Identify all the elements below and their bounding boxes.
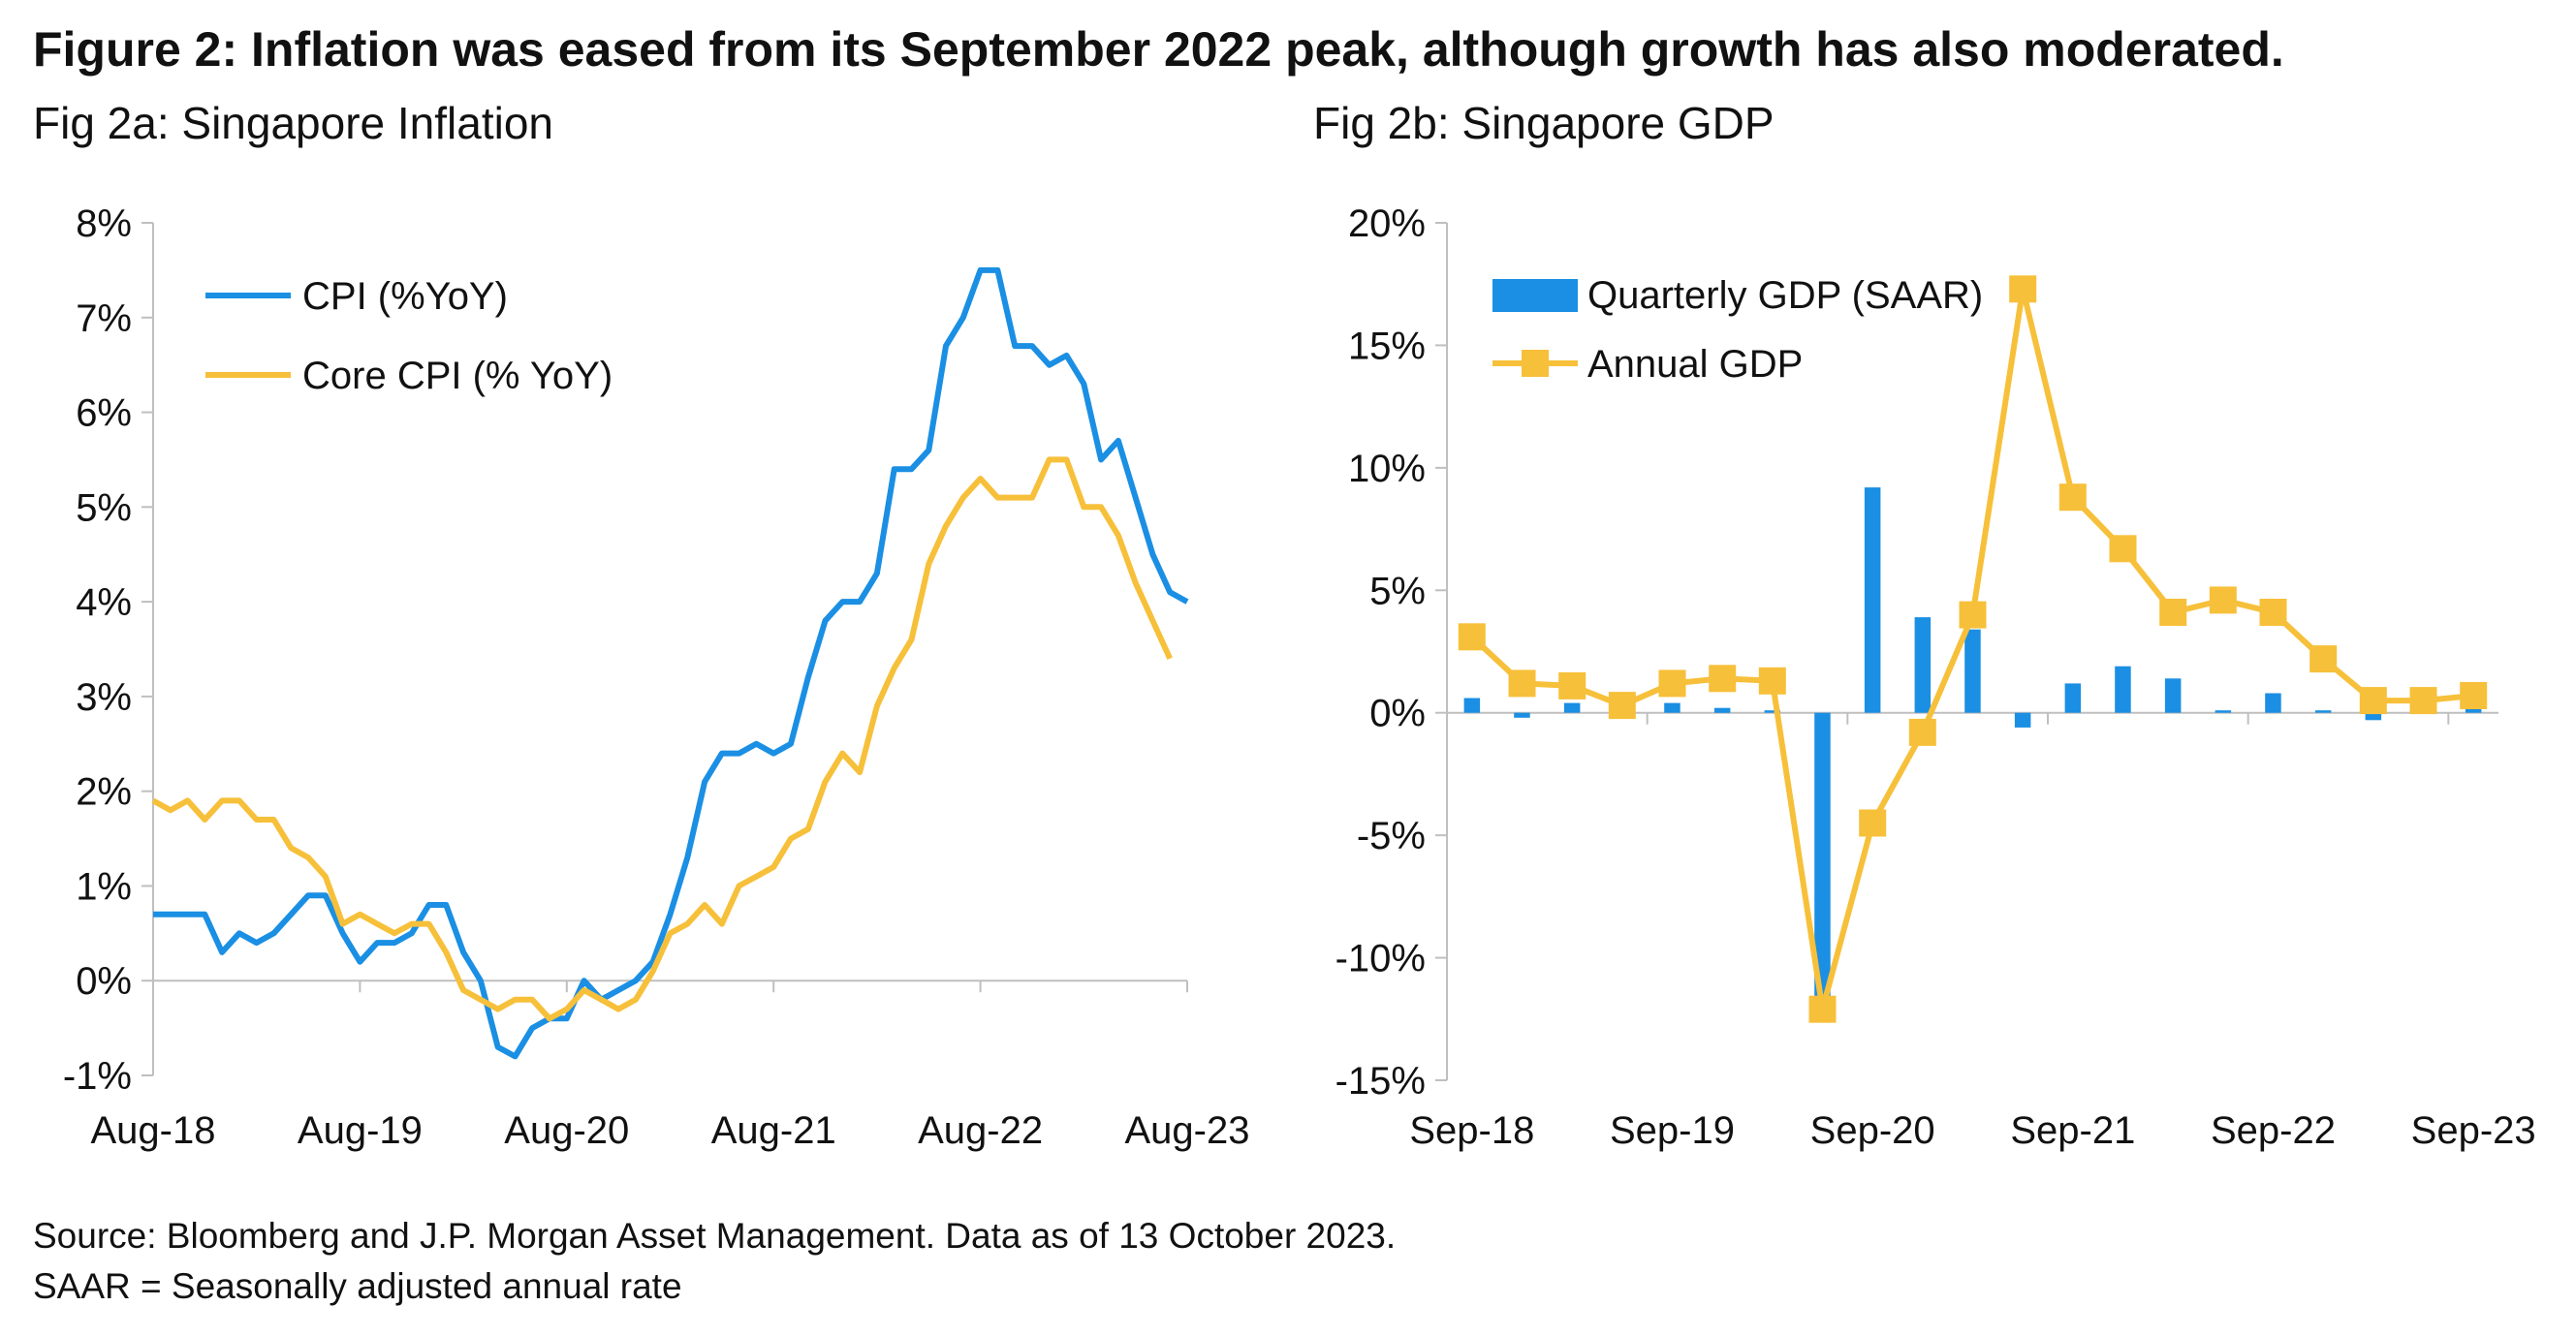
quarterly-gdp-bar — [2365, 712, 2382, 721]
annual-gdp-marker — [1859, 809, 1887, 837]
quarterly-gdp-bar — [1764, 710, 1781, 713]
annual-gdp-marker — [2159, 599, 2187, 626]
quarterly-gdp-bar — [1664, 702, 1681, 713]
x-tick-label: Sep-19 — [1610, 1109, 1735, 1152]
y-tick-label: 5% — [1369, 570, 1426, 612]
y-tick-label: 20% — [1348, 202, 1426, 245]
gdp-axes: 20% 15% 10% 5% 0% -5% -10% -15% Sep-18 Sep-19 Sep-… — [1335, 202, 2536, 1152]
y-tick-label: -5% — [1357, 815, 1426, 857]
source-footnote: Source: Bloomberg and J.P. Morgan Asset … — [33, 1216, 1397, 1256]
annual-gdp-marker — [2359, 687, 2387, 715]
inflation-axes: 8% 7% 6% 5% 4% 3% 2% 1% 0% -1% Aug-18 Aug-19 Aug-20 A… — [63, 202, 1250, 1152]
x-tick-label: Aug-20 — [504, 1109, 629, 1152]
legend-label-annual-gdp: Annual GDP — [1587, 343, 1803, 386]
y-tick-label: -10% — [1335, 938, 1426, 980]
quarterly-gdp-bar — [1864, 487, 1881, 713]
y-tick-label: 1% — [76, 865, 132, 908]
y-tick-label: 5% — [76, 486, 132, 529]
annual-gdp-marker — [2009, 275, 2037, 303]
x-tick-label: Aug-19 — [298, 1109, 423, 1152]
quarterly-gdp-bar — [1514, 712, 1530, 718]
chart-a-title: Fig 2a: Singapore Inflation — [33, 98, 554, 148]
quarterly-gdp-bar — [2064, 683, 2082, 713]
y-tick-label: 4% — [76, 581, 132, 624]
annual-gdp-marker — [1959, 601, 1987, 629]
y-tick-label: 10% — [1348, 448, 1426, 490]
quarterly-gdp-bar — [2265, 693, 2281, 713]
quarterly-gdp-bar — [2314, 710, 2332, 713]
y-tick-label: -1% — [63, 1055, 132, 1098]
annual-gdp-marker — [2460, 682, 2488, 709]
inflation-legend: CPI (%YoY) Core CPI (% YoY) — [205, 275, 613, 397]
annual-gdp-marker — [1658, 669, 1686, 698]
annual-gdp-marker — [1908, 718, 1936, 746]
quarterly-gdp-bar — [2115, 666, 2131, 713]
annual-gdp-marker — [2109, 535, 2137, 563]
y-tick-label: 3% — [76, 676, 132, 719]
quarterly-gdp-bar — [2014, 712, 2031, 728]
y-tick-label: 0% — [1369, 693, 1426, 735]
y-tick-label: 15% — [1348, 325, 1426, 367]
x-tick-label: Sep-23 — [2411, 1109, 2536, 1152]
legend-label-core-cpi-line: Core CPI (% YoY) — [302, 355, 613, 397]
quarterly-gdp-bar — [1914, 617, 1932, 713]
annual-gdp-marker — [2058, 483, 2087, 512]
gdp-bars — [1463, 487, 2482, 997]
annual-gdp-marker — [1808, 995, 1837, 1023]
quarterly-gdp-bar — [2215, 710, 2232, 713]
legend-label-quarterly-gdp: Quarterly GDP (SAAR) — [1587, 274, 1983, 317]
annual-gdp-marker — [1608, 692, 1636, 720]
annual-gdp-marker — [2309, 645, 2338, 673]
x-tick-label: Aug-23 — [1125, 1109, 1250, 1152]
x-tick-label: Aug-22 — [918, 1109, 1043, 1152]
annual-gdp-marker — [1709, 665, 1737, 693]
x-tick-label: Sep-22 — [2211, 1109, 2336, 1152]
gdp-annual-line — [1458, 275, 2488, 1023]
legend-swatch-annual-gdp-marker — [1522, 350, 1549, 377]
quarterly-gdp-bar — [2164, 678, 2182, 713]
annual-gdp-marker — [1758, 667, 1786, 695]
x-tick-label: Aug-18 — [91, 1109, 216, 1152]
core-cpi-line — [151, 456, 1173, 1022]
annual-gdp-marker — [2409, 687, 2437, 715]
quarterly-gdp-bar — [1463, 698, 1481, 713]
cpi-line — [153, 266, 1189, 1060]
y-tick-label: 7% — [76, 297, 132, 340]
quarterly-gdp-bar — [1563, 702, 1581, 713]
annual-gdp-marker — [2259, 599, 2287, 626]
legend-label-cpi-line: CPI (%YoY) — [302, 275, 508, 318]
x-tick-label: Sep-18 — [1409, 1109, 1534, 1152]
x-tick-label: Sep-20 — [1810, 1109, 1935, 1152]
x-tick-label: Aug-21 — [711, 1109, 836, 1152]
quarterly-gdp-bar — [1814, 712, 1831, 997]
quarterly-gdp-bar — [1964, 629, 1981, 713]
y-tick-label: 0% — [76, 960, 132, 1003]
saar-footnote: SAAR = Seasonally adjusted annual rate — [33, 1266, 682, 1306]
inflation-chart: 8% 7% 6% 5% 4% 3% 2% 1% 0% -1% Aug-18 Aug-19 Aug-20 A… — [63, 202, 1250, 1152]
annual-gdp-marker — [1508, 669, 1536, 698]
y-tick-label: -15% — [1335, 1060, 1426, 1103]
x-tick-label: Sep-21 — [2010, 1109, 2135, 1152]
y-tick-label: 8% — [76, 202, 132, 245]
gdp-legend: Quarterly GDP (SAAR) Annual GDP — [1492, 274, 1983, 386]
inflation-series — [151, 266, 1189, 1060]
annual-gdp-marker — [1558, 671, 1586, 700]
chart-b-title: Fig 2b: Singapore GDP — [1313, 98, 1775, 148]
figure-title: Figure 2: Inflation was eased from its S… — [33, 22, 2284, 77]
quarterly-gdp-bar — [1713, 707, 1731, 713]
annual-gdp-marker — [1458, 623, 1486, 651]
annual-gdp-marker — [2209, 586, 2237, 614]
y-tick-label: 2% — [76, 771, 132, 814]
legend-swatch-quarterly-gdp — [1492, 279, 1578, 312]
gdp-chart: 20% 15% 10% 5% 0% -5% -10% -15% Sep-18 Sep-19 Sep-… — [1335, 202, 2536, 1152]
y-tick-label: 6% — [76, 392, 132, 435]
